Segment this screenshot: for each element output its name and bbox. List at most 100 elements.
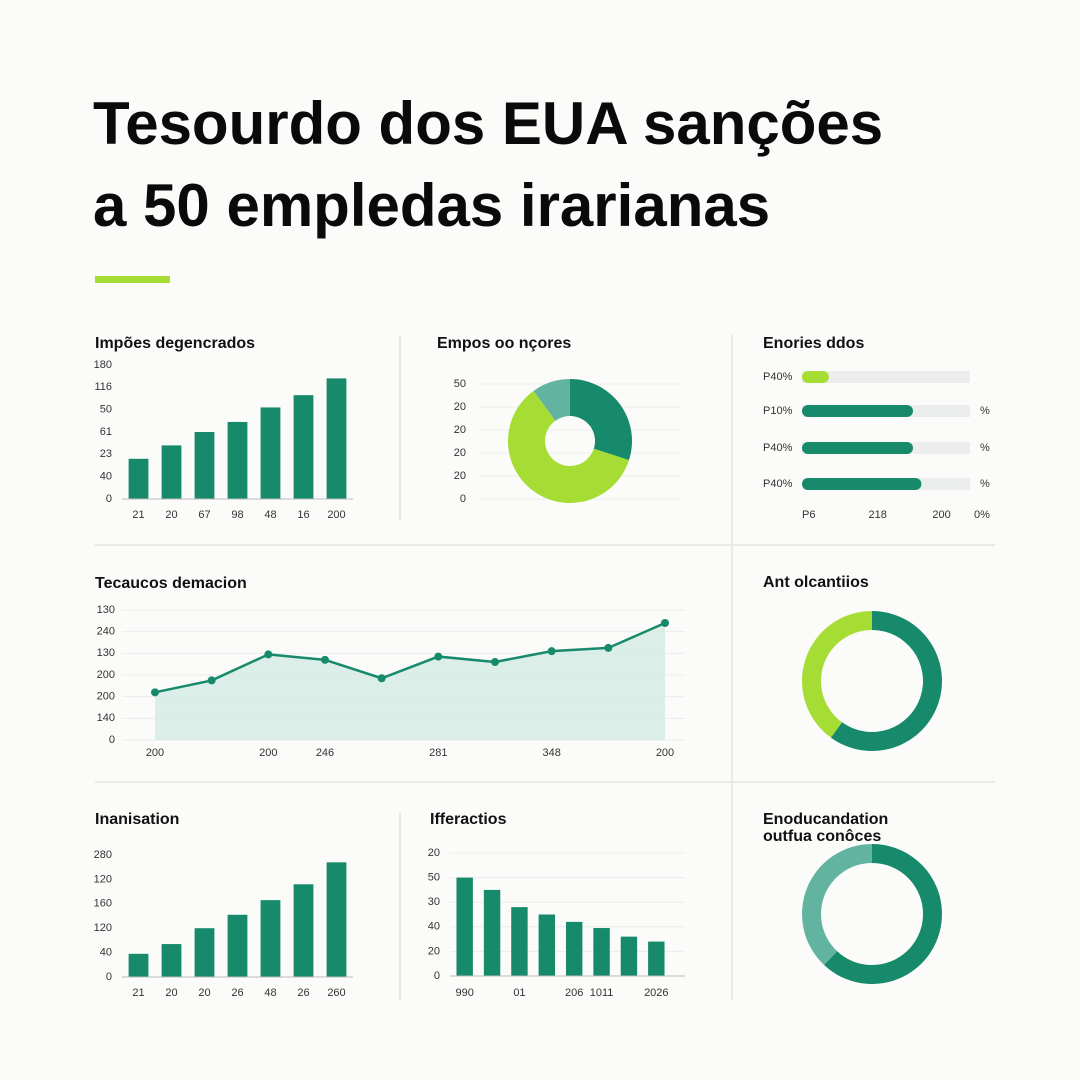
point — [661, 619, 669, 627]
y-tick-label: 20 — [428, 945, 440, 957]
accent-bar — [95, 276, 170, 283]
x-tick-label: 67 — [198, 509, 210, 521]
x-tick-label: 20 — [198, 987, 210, 999]
bar — [260, 407, 281, 499]
y-tick-label: 130 — [97, 647, 115, 659]
chart-title: Enoducandation — [763, 811, 888, 828]
bar — [802, 405, 913, 417]
y-tick-label: 0 — [434, 970, 440, 982]
y-tick-label: 20 — [428, 847, 440, 859]
chart-title: Inanisation — [95, 811, 179, 828]
y-tick-label: 20 — [454, 447, 466, 459]
x-tick-label: 20 — [165, 509, 177, 521]
bar — [593, 928, 610, 976]
bar — [161, 944, 182, 977]
x-tick-label: 21 — [132, 509, 144, 521]
x-tick-label: 16 — [297, 509, 309, 521]
y-tick-label: 200 — [97, 691, 115, 703]
bar — [293, 395, 314, 499]
y-tick-label: 160 — [94, 898, 112, 910]
y-tick-label: 130 — [97, 604, 115, 616]
bar — [128, 953, 149, 977]
point — [604, 643, 613, 652]
x-tick-label: 01 — [513, 987, 525, 999]
y-tick-label: 120 — [94, 873, 112, 885]
end-label: % — [980, 442, 990, 454]
x-tick-label: 200 — [327, 509, 345, 521]
chart-title: Ifferactios — [430, 811, 507, 828]
y-tick-label: 50 — [454, 378, 466, 390]
y-tick-label: 0 — [109, 734, 115, 746]
donut-segment — [570, 379, 633, 461]
x-tick-label: 990 — [456, 987, 474, 999]
y-tick-label: 50 — [100, 404, 112, 416]
point — [377, 674, 386, 683]
y-tick-label: 40 — [428, 921, 440, 933]
x-tick-label: 48 — [264, 987, 276, 999]
x-tick-label: 48 — [264, 509, 276, 521]
main-title: Tesourdo dos EUA sanções — [93, 90, 883, 157]
donut-segment — [830, 611, 943, 752]
bar — [128, 458, 149, 499]
point — [151, 688, 159, 697]
row-label: P40% — [763, 371, 793, 383]
y-tick-label: 30 — [428, 896, 440, 908]
bar — [293, 884, 314, 977]
donut-segment — [802, 844, 872, 966]
bar — [802, 442, 913, 454]
x-tick-label: 200 — [259, 747, 277, 759]
y-tick-label: 180 — [94, 359, 112, 371]
x-tick-label: 218 — [869, 509, 887, 521]
x-tick-label: 281 — [429, 747, 447, 759]
row-label: P40% — [763, 442, 793, 454]
y-tick-label: 40 — [100, 947, 112, 959]
y-tick-label: 20 — [454, 401, 466, 413]
chart-title: Enories ddos — [763, 335, 864, 352]
point — [434, 652, 443, 661]
point — [264, 650, 273, 659]
chart-title: Impões degencrados — [95, 335, 255, 352]
y-tick-label: 280 — [94, 849, 112, 861]
x-tick-label: 348 — [542, 747, 560, 759]
y-tick-label: 50 — [428, 872, 440, 884]
y-tick-label: 200 — [97, 669, 115, 681]
dividers — [95, 335, 995, 1000]
bar-track — [802, 371, 970, 383]
donut-segment — [508, 390, 629, 503]
y-tick-label: 120 — [94, 922, 112, 934]
bar — [802, 478, 922, 490]
x-tick-label: 21 — [132, 987, 144, 999]
chart-title: outfua conôces — [763, 828, 881, 845]
x-tick-label: 200 — [932, 509, 950, 521]
x-tick-label: 1011 — [590, 987, 614, 999]
row-label: P40% — [763, 478, 793, 490]
x-tick-label: 200 — [656, 747, 674, 759]
row-label: P10% — [763, 405, 793, 417]
y-tick-label: 20 — [454, 470, 466, 482]
x-tick-label: 200 — [146, 747, 164, 759]
end-label: % — [980, 478, 990, 490]
y-tick-label: 140 — [97, 712, 115, 724]
donut-segment — [533, 379, 570, 421]
point — [321, 655, 329, 664]
x-tick-label: 2026 — [644, 987, 668, 999]
bar — [538, 914, 556, 976]
bar — [161, 445, 182, 499]
y-tick-label: 116 — [94, 381, 112, 393]
y-tick-label: 240 — [97, 626, 115, 638]
y-tick-label: 40 — [100, 471, 112, 483]
x-tick-label: 260 — [327, 987, 345, 999]
y-tick-label: 0 — [106, 493, 112, 505]
x-tick-label: P6 — [802, 509, 815, 521]
y-tick-label: 20 — [454, 424, 466, 436]
x-tick-label: 246 — [316, 747, 334, 759]
x-tick-label: 0% — [974, 509, 990, 521]
y-tick-label: 23 — [100, 448, 112, 460]
x-tick-label: 26 — [231, 987, 243, 999]
bar — [194, 432, 215, 499]
bar — [456, 877, 473, 976]
x-tick-label: 206 — [565, 987, 583, 999]
bar — [511, 907, 528, 976]
